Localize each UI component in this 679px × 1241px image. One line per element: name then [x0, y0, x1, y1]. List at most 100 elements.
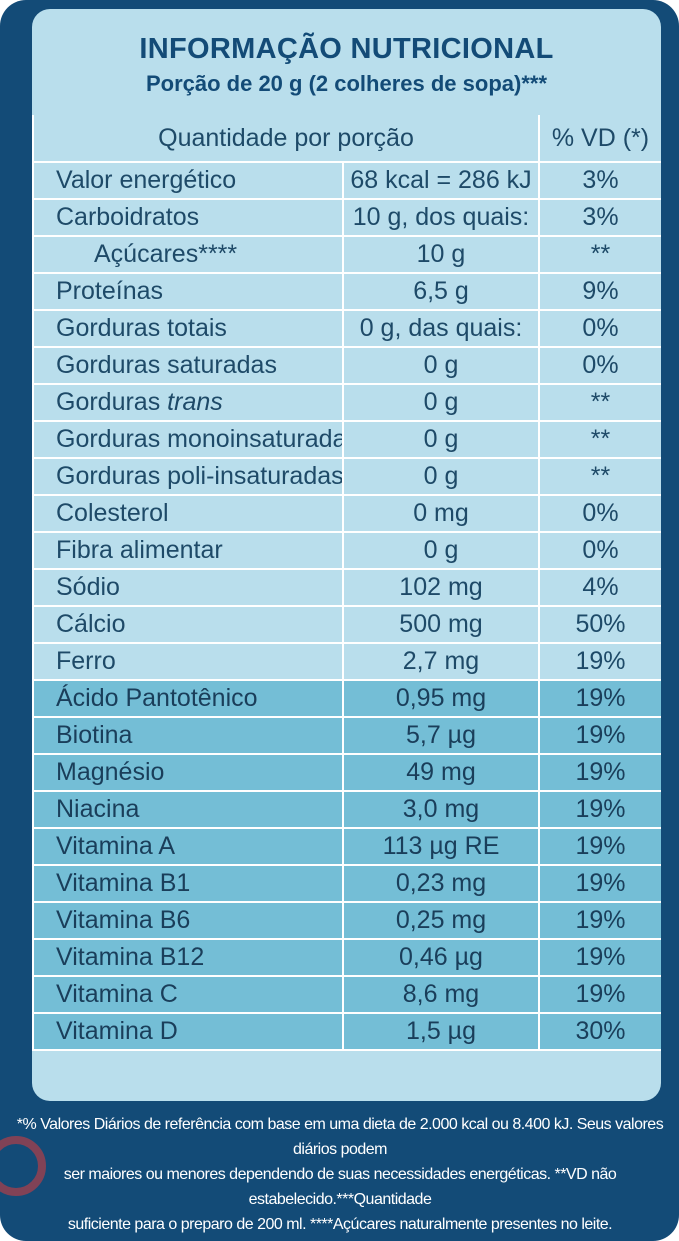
table-header-row: Quantidade por porção % VD (*)	[32, 115, 661, 163]
nutrient-name-italic: trans	[167, 388, 223, 416]
nutrient-amount: 8,6 mg	[342, 975, 540, 1014]
nutrient-name: Vitamina A	[32, 827, 344, 866]
nutrient-vd: 19%	[538, 901, 661, 940]
nutrient-amount: 0 g	[342, 457, 540, 496]
footnote-line: *% Valores Diários de referência com bas…	[16, 1116, 664, 1158]
nutrient-name: Vitamina D	[32, 1012, 344, 1051]
nutrient-amount: 0,25 mg	[342, 901, 540, 940]
nutrient-vd: 19%	[538, 827, 661, 866]
nutrient-vd: 19%	[538, 790, 661, 829]
brand-logo-fragment	[0, 1136, 46, 1196]
nutrient-name: Fibra alimentar	[32, 531, 344, 570]
table-row: Açúcares**** 10 g **	[32, 235, 661, 274]
nutrient-name: Gorduras totais	[32, 309, 344, 348]
nutrition-table: Quantidade por porção % VD (*) Valor ene…	[32, 115, 661, 1051]
table-row: Cálcio 500 mg 50%	[32, 605, 661, 644]
nutrient-vd: 19%	[538, 679, 661, 718]
table-row: Vitamina B1 0,23 mg 19%	[32, 864, 661, 903]
nutrient-vd: 30%	[538, 1012, 661, 1051]
table-row: Valor energético 68 kcal = 286 kJ 3%	[32, 161, 661, 200]
table-row: Vitamina C 8,6 mg 19%	[32, 975, 661, 1014]
nutrient-amount: 0 g	[342, 420, 540, 459]
label-title: INFORMAÇÃO NUTRICIONAL	[139, 33, 554, 65]
nutrient-name: Magnésio	[32, 753, 344, 792]
nutrient-name: Açúcares****	[32, 235, 344, 274]
table-row: Niacina 3,0 mg 19%	[32, 790, 661, 829]
nutrient-vd: **	[538, 235, 661, 274]
nutrient-amount: 0 g, das quais:	[342, 309, 540, 348]
nutrient-name: Gorduras saturadas	[32, 346, 344, 385]
table-row: Gorduras poli-insaturadas 0 g **	[32, 457, 661, 496]
nutrient-amount: 1,5 µg	[342, 1012, 540, 1051]
nutrient-vd: 19%	[538, 864, 661, 903]
table-row: Ferro 2,7 mg 19%	[32, 642, 661, 681]
nutrient-amount: 68 kcal = 286 kJ	[342, 161, 540, 200]
nutrient-vd: 19%	[538, 753, 661, 792]
footnote-line: ser maiores ou menores dependendo de sua…	[63, 1166, 617, 1208]
nutrient-name: Gorduras trans	[32, 383, 344, 422]
nutrient-vd: 9%	[538, 272, 661, 311]
table-row: Fibra alimentar 0 g 0%	[32, 531, 661, 570]
nutrient-name: Vitamina B6	[32, 901, 344, 940]
table-row: Vitamina A 113 µg RE 19%	[32, 827, 661, 866]
nutrient-name: Ferro	[32, 642, 344, 681]
nutrient-amount: 113 µg RE	[342, 827, 540, 866]
footnote-line: suficiente para o preparo de 200 ml. ***…	[67, 1216, 613, 1233]
nutrient-vd: 4%	[538, 568, 661, 607]
nutrient-vd: 19%	[538, 642, 661, 681]
table-row: Vitamina B12 0,46 µg 19%	[32, 938, 661, 977]
nutrient-vd: 19%	[538, 938, 661, 977]
table-row: Gorduras totais 0 g, das quais: 0%	[32, 309, 661, 348]
table-row: Magnésio 49 mg 19%	[32, 753, 661, 792]
nutrition-panel: INFORMAÇÃO NUTRICIONAL Porção de 20 g (2…	[32, 9, 661, 1101]
nutrient-name: Biotina	[32, 716, 344, 755]
nutrient-amount: 10 g, dos quais:	[342, 198, 540, 237]
nutrient-vd: 0%	[538, 346, 661, 385]
nutrient-amount: 3,0 mg	[342, 790, 540, 829]
nutrient-vd: 3%	[538, 161, 661, 200]
nutrient-vd: 19%	[538, 975, 661, 1014]
nutrient-amount: 2,7 mg	[342, 642, 540, 681]
nutrient-vd: **	[538, 383, 661, 422]
nutrient-vd: 0%	[538, 309, 661, 348]
nutrient-amount: 102 mg	[342, 568, 540, 607]
nutrient-name: Gorduras poli-insaturadas	[32, 457, 344, 496]
table-row: Vitamina B6 0,25 mg 19%	[32, 901, 661, 940]
table-row: Vitamina D 1,5 µg 30%	[32, 1012, 661, 1051]
nutrient-amount: 0 g	[342, 383, 540, 422]
serving-size: Porção de 20 g (2 colheres de sopa)***	[145, 71, 548, 96]
nutrient-name: Cálcio	[32, 605, 344, 644]
nutrient-name: Sódio	[32, 568, 344, 607]
nutrient-amount: 500 mg	[342, 605, 540, 644]
footnote: *% Valores Diários de referência com bas…	[10, 1112, 670, 1237]
nutrient-vd: 50%	[538, 605, 661, 644]
nutrient-vd: 0%	[538, 494, 661, 533]
nutrient-amount: 0,23 mg	[342, 864, 540, 903]
quantity-header: Quantidade por porção	[32, 115, 540, 163]
nutrient-name: Vitamina C	[32, 975, 344, 1014]
table-row: Ácido Pantotênico 0,95 mg 19%	[32, 679, 661, 718]
table-row: Proteínas 6,5 g 9%	[32, 272, 661, 311]
table-row: Gorduras saturadas 0 g 0%	[32, 346, 661, 385]
nutrient-name: Gorduras monoinsaturadas	[32, 420, 344, 459]
nutrient-name: Proteínas	[32, 272, 344, 311]
nutrient-name: Valor energético	[32, 161, 344, 200]
nutrient-amount: 0 g	[342, 346, 540, 385]
table-row: Gorduras trans 0 g **	[32, 383, 661, 422]
nutrient-name: Carboidratos	[32, 198, 344, 237]
nutrient-amount: 5,7 µg	[342, 716, 540, 755]
nutrient-vd: 19%	[538, 716, 661, 755]
table-row: Sódio 102 mg 4%	[32, 568, 661, 607]
nutrient-name-text: Gorduras	[56, 388, 168, 416]
table-row: Gorduras monoinsaturadas 0 g **	[32, 420, 661, 459]
nutrient-vd: 0%	[538, 531, 661, 570]
table-row: Biotina 5,7 µg 19%	[32, 716, 661, 755]
nutrient-vd: **	[538, 457, 661, 496]
table-row: Colesterol 0 mg 0%	[32, 494, 661, 533]
vd-header: % VD (*)	[538, 115, 661, 163]
nutrient-amount: 0,46 µg	[342, 938, 540, 977]
nutrient-name: Vitamina B12	[32, 938, 344, 977]
nutrient-vd: **	[538, 420, 661, 459]
nutrient-amount: 49 mg	[342, 753, 540, 792]
